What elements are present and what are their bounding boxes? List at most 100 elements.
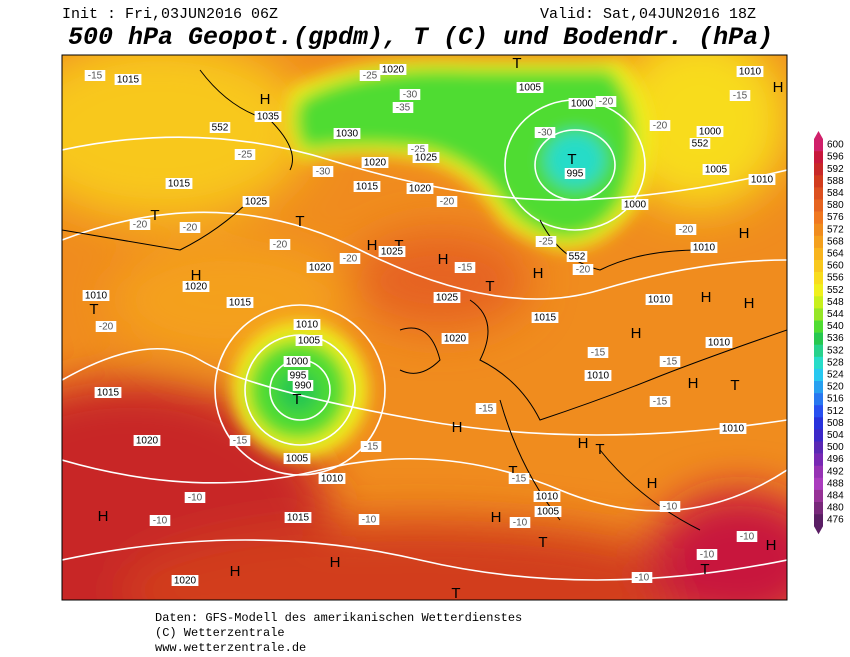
contour-label: -10 [513,518,528,529]
contour-label: -15 [364,442,379,453]
label-box [736,66,764,77]
pressure-center: H [191,267,202,284]
contour-label: 552 [692,139,709,150]
contour-label: -30 [403,90,418,101]
label-box [254,111,282,122]
legend-swatch [814,151,823,164]
contour-label: -25 [411,145,426,156]
contour-label: 1015 [534,313,557,324]
contour-label: -25 [539,237,554,248]
label-box [378,246,406,257]
pressure-center: H [701,289,712,306]
label-box [284,512,312,523]
label-box [95,321,117,332]
contour-label: 1005 [537,507,560,518]
contour-label: -25 [238,150,253,161]
label-box [631,572,653,583]
label-box [566,251,588,262]
pressure-center: H [631,325,642,342]
contour-label: 1015 [287,513,310,524]
legend-label: 484 [827,491,844,502]
legend-swatch [814,296,823,309]
label-box [535,236,557,247]
contour-label: 1015 [97,388,120,399]
pressure-center: T [730,377,739,394]
contour-label: -20 [273,240,288,251]
contour-label: 552 [212,123,229,134]
contour-label: -15 [512,474,527,485]
label-box [412,152,440,163]
contour-label: 1015 [229,298,252,309]
contour-label: -20 [599,97,614,108]
contour-label: -20 [440,197,455,208]
legend-swatch [814,429,823,442]
contour-label: -15 [653,397,668,408]
contour-label: 1010 [739,67,762,78]
legend-label: 544 [827,309,844,320]
pressure-center: T [595,441,604,458]
label-box [133,435,161,446]
pressure-center: T [485,278,494,295]
label-box [406,183,434,194]
init-time: Init : Fri,03JUN2016 06Z [62,6,278,23]
color-legend: 6005965925885845805765725685645605565525… [814,131,844,535]
label-box [379,64,407,75]
label-box [82,290,110,301]
contour-label: 1010 [321,474,344,485]
label-box [179,222,201,233]
label-box [165,178,193,189]
legend-swatch [814,272,823,285]
pressure-center: T [538,534,547,551]
legend-swatch [814,223,823,237]
map-labels: 1015 -15 1035 H 552 -25 1020 -25 -35 -30 1030 T 1005… [82,55,783,602]
legend-swatch [814,320,823,333]
legend-swatch [814,332,823,345]
legend-swatch [814,175,823,188]
legend-label: 476 [827,515,844,526]
label-box [94,387,122,398]
label-box [689,138,711,149]
contour-label: 1005 [298,336,321,347]
legend-swatch [814,344,823,358]
legend-label: 572 [827,224,844,235]
contour-label: -10 [635,573,650,584]
label-box [149,515,171,526]
label-box [509,517,531,528]
contour-label: 995 [290,371,307,382]
label-box [675,224,697,235]
legend-label: 576 [827,212,844,223]
label-box [659,356,681,367]
contour-label: 1020 [409,184,432,195]
contour-label: 990 [295,381,312,392]
legend-swatch [814,139,823,152]
label-box [659,501,681,512]
label-box [358,514,380,525]
label-box [516,82,544,93]
legend-swatch [814,502,823,515]
pressure-center: H [98,508,109,525]
label-box [306,262,334,273]
pressure-center: H [491,509,502,526]
contour-label: -15 [663,357,678,368]
contour-label: -15 [591,348,606,359]
contour-label: 1005 [705,165,728,176]
label-box [572,264,594,275]
legend-label: 568 [827,236,844,247]
label-box [242,196,270,207]
contour-label: -15 [479,404,494,415]
pressure-center: T [700,561,709,578]
legend-label: 500 [827,442,844,453]
contour-label: 1025 [436,293,459,304]
contour-label: -15 [233,436,248,447]
label-box [353,181,381,192]
legend-swatch [814,187,823,200]
label-box [287,370,309,381]
legend-label: 540 [827,321,844,332]
footer-line: www.wetterzentrale.de [155,641,306,655]
legend-label: 532 [827,345,844,356]
legend-label: 580 [827,200,844,211]
legend-label: 600 [827,140,844,151]
legend-label: 528 [827,357,844,368]
pressure-center: T [292,391,301,408]
